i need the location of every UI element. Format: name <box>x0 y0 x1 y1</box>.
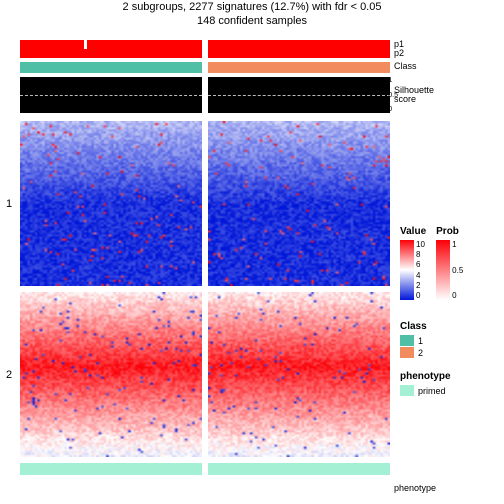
prob-gradient <box>436 240 450 300</box>
phenotype-bar-label: phenotype <box>394 484 436 493</box>
class-legend-label: 1 <box>418 336 423 346</box>
class-legend-title: Class <box>400 320 427 333</box>
prob-tick: 1 <box>452 240 463 249</box>
phenotype-legend-label: primed <box>418 386 446 396</box>
value-tick: 6 <box>416 260 425 269</box>
main-plot-area: 1 0.5 0 1 2 <box>20 40 390 475</box>
value-tick: 0 <box>416 291 425 300</box>
group2-label: 2 <box>6 369 12 381</box>
sil-tick: 1 <box>388 77 398 84</box>
prob-legend-title: Prob <box>436 225 463 238</box>
prob-tick: 0.5 <box>452 266 463 275</box>
p1-bar <box>20 40 390 49</box>
phenotype-legend-item: primed <box>400 385 451 396</box>
heatmap-group-1: 1 <box>20 121 390 286</box>
class-legend-item: 2 <box>400 347 427 358</box>
value-prob-legends: Value 1086420 Prob 10.50 <box>400 225 463 300</box>
class-legend: Class 1 2 <box>400 320 427 359</box>
silhouette-label: Silhouette score <box>394 86 434 104</box>
heatmap-group-2: 2 <box>20 292 390 457</box>
sil-tick: 0 <box>388 106 398 113</box>
phenotype-legend-swatch <box>400 385 414 396</box>
phenotype-legend-title: phenotype <box>400 370 451 383</box>
class-legend-item: 1 <box>400 335 427 346</box>
title-line2: 148 confident samples <box>0 14 504 28</box>
p2-label: p2 <box>394 49 404 58</box>
class-label: Class <box>394 62 417 71</box>
class-legend-label: 2 <box>418 348 423 358</box>
phenotype-bar <box>20 463 390 475</box>
value-tick: 8 <box>416 250 425 259</box>
prob-tick: 0 <box>452 291 463 300</box>
value-tick: 2 <box>416 281 425 290</box>
title-line1: 2 subgroups, 2277 signatures (12.7%) wit… <box>0 0 504 14</box>
value-legend-title: Value <box>400 225 426 238</box>
value-gradient <box>400 240 414 300</box>
group1-label: 1 <box>6 198 12 210</box>
class-bar <box>20 62 390 73</box>
phenotype-legend: phenotype primed <box>400 370 451 397</box>
silhouette-panel: 1 0.5 0 <box>20 77 390 113</box>
class-legend-swatch <box>400 335 414 346</box>
class-legend-swatch <box>400 347 414 358</box>
value-tick: 10 <box>416 240 425 249</box>
value-tick: 4 <box>416 271 425 280</box>
p2-bar <box>20 49 390 58</box>
